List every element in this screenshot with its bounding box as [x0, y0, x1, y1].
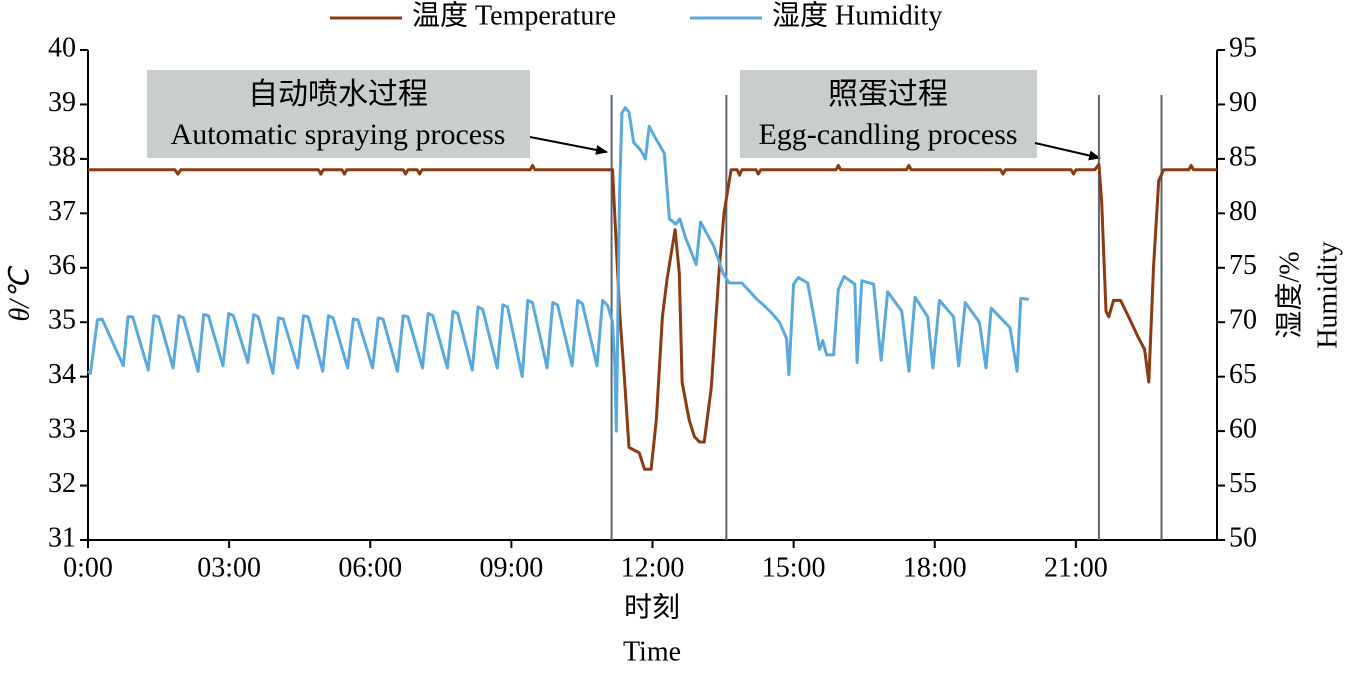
x-tick-label: 0:00 — [63, 552, 113, 583]
y2-axis-label: 湿度/% — [1273, 251, 1305, 338]
series-line — [86, 106, 1030, 433]
annotation-text: Egg-candling process — [758, 118, 1017, 151]
x-axis-label: 时刻 — [624, 591, 680, 623]
annotation-text: 照蛋过程 — [828, 78, 948, 111]
x-tick-label: 03:00 — [197, 552, 261, 583]
annotation-text: Automatic spraying process — [171, 118, 506, 151]
y-tick-label: 37 — [48, 196, 76, 227]
y-tick-label: 31 — [48, 522, 76, 553]
y2-axis-label: Humidity — [1312, 241, 1343, 348]
y2-tick-label: 70 — [1229, 305, 1257, 336]
y-tick-label: 35 — [48, 305, 76, 336]
y2-tick-label: 65 — [1229, 359, 1257, 390]
y-tick-label: 36 — [48, 250, 76, 281]
y-tick-label: 40 — [48, 32, 76, 63]
y2-tick-label: 95 — [1229, 32, 1257, 63]
y-tick-label: 38 — [48, 141, 76, 172]
annotation-text: 自动喷水过程 — [248, 78, 428, 111]
y2-tick-label: 80 — [1229, 196, 1257, 227]
annotation-arrow — [529, 136, 608, 155]
y2-tick-label: 90 — [1229, 87, 1257, 118]
annotation-box — [147, 70, 530, 158]
y-tick-label: 39 — [48, 87, 76, 118]
y2-tick-label: 55 — [1229, 468, 1257, 499]
y-tick-label: 32 — [48, 468, 76, 499]
legend-label: 温度 Temperature — [412, 0, 616, 31]
y2-tick-label: 60 — [1229, 414, 1257, 445]
x-tick-label: 12:00 — [621, 552, 685, 583]
y-tick-label: 33 — [48, 414, 76, 445]
annotation-arrow — [1034, 142, 1101, 161]
y2-tick-label: 75 — [1229, 250, 1257, 281]
x-tick-label: 18:00 — [903, 552, 967, 583]
x-tick-label: 06:00 — [338, 552, 402, 583]
y-axis-label: θ/℃ — [4, 265, 35, 322]
legend-label: 湿度 Humidity — [772, 0, 942, 31]
annotation-box — [740, 70, 1037, 158]
y2-tick-label: 50 — [1229, 522, 1257, 553]
x-tick-label: 21:00 — [1044, 552, 1108, 583]
series-line — [88, 162, 1217, 471]
x-tick-label: 15:00 — [762, 552, 826, 583]
y2-tick-label: 85 — [1229, 141, 1257, 172]
x-tick-label: 09:00 — [479, 552, 543, 583]
y-tick-label: 34 — [48, 359, 76, 390]
x-axis-label: Time — [623, 636, 681, 667]
